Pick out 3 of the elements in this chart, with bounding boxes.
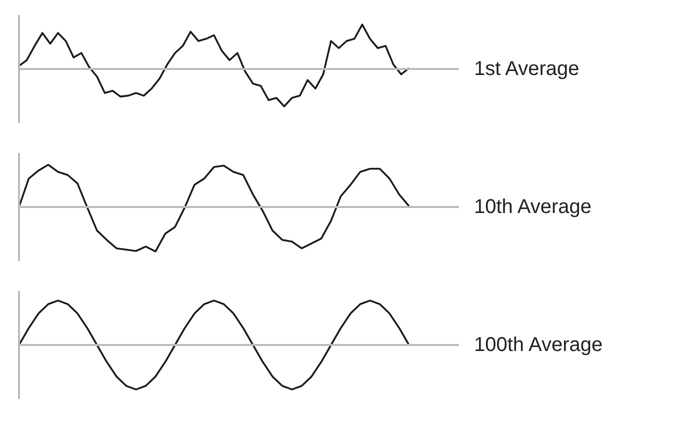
- text: 100th Average: [474, 334, 603, 356]
- text: 10th Average: [474, 196, 592, 218]
- text: 1st Average: [474, 58, 580, 80]
